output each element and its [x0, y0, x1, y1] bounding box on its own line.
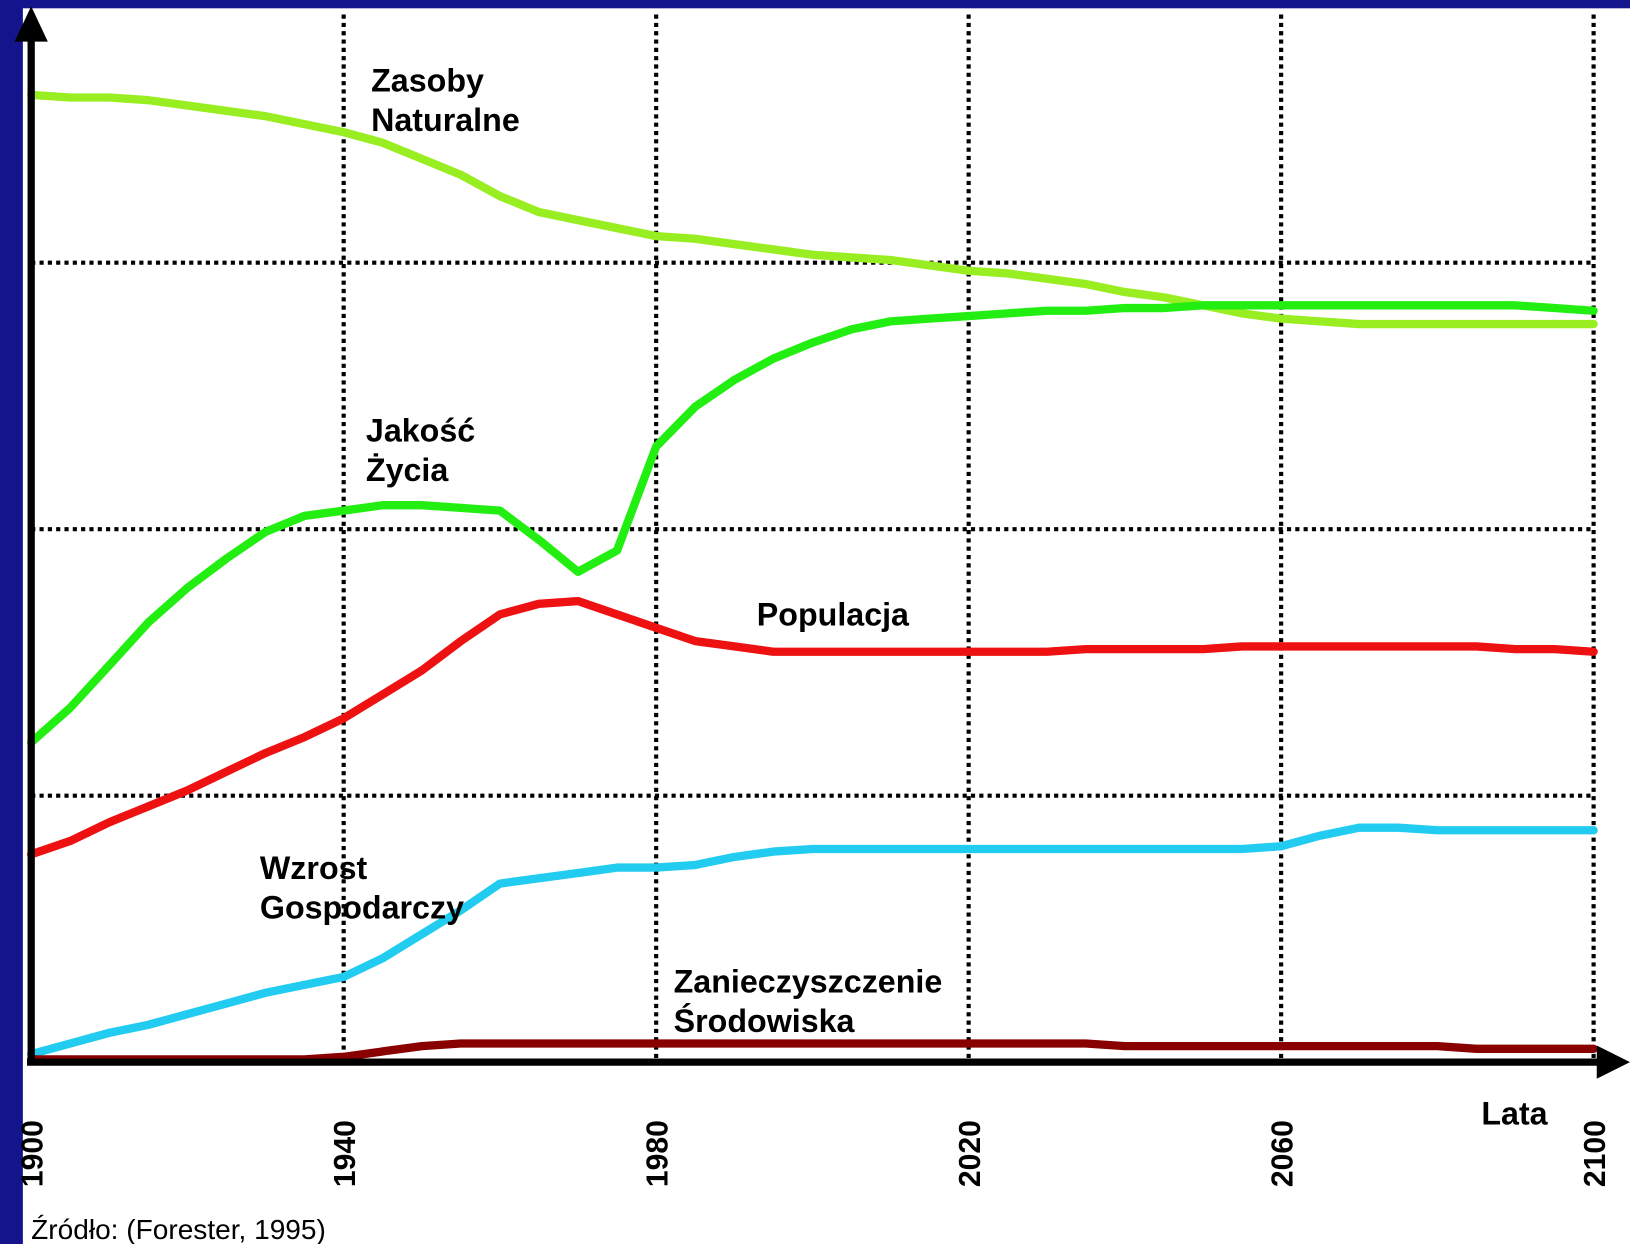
x-tick-label: 1980: [642, 1120, 675, 1187]
series-label: Wzrost Gospodarczy: [260, 850, 464, 925]
x-tick-label: 2060: [1267, 1120, 1300, 1187]
series-label: Zasoby Naturalne: [371, 62, 520, 137]
x-axis-label: Lata: [1481, 1095, 1548, 1131]
source-note: Źródło: (Forester, 1995): [31, 1214, 326, 1244]
labels: 1900 1940 1980 2020 2060 2100 Zasoby Naturalne J…: [17, 62, 1612, 1187]
series-label: Zanieczyszczenie Środowiska: [674, 964, 943, 1039]
x-tick-label: 2020: [954, 1120, 987, 1187]
series-label: Jakość Życia: [366, 413, 475, 488]
series-line: [27, 823, 1598, 1059]
x-tick-label: 1940: [329, 1120, 362, 1187]
grid: [31, 14, 1596, 1063]
x-tick-label: 2100: [1579, 1120, 1612, 1187]
series-line: [27, 301, 1598, 747]
x-tick-label: 1900: [17, 1120, 50, 1187]
x-axis-arrow: [1596, 1045, 1630, 1079]
y-axis-arrow: [14, 6, 48, 42]
series-line: [27, 596, 1598, 859]
series-line: [27, 90, 1598, 329]
series-label: Populacja: [757, 597, 910, 633]
plot-background: [22, 8, 1630, 1244]
